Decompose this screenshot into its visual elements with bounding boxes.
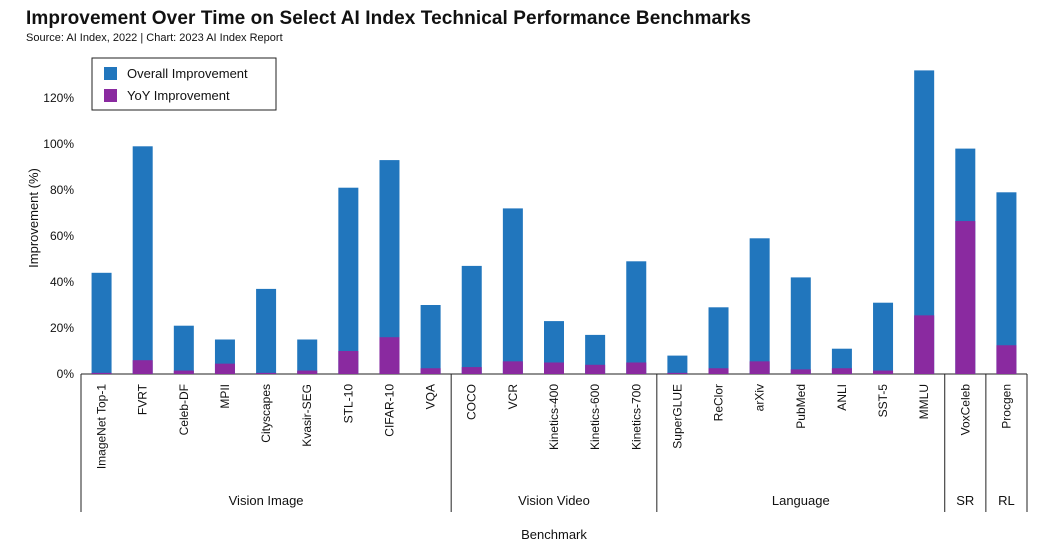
x-axis: ImageNet Top-1 FVRT Celeb-DF MPII Cityscapes… bbox=[80, 374, 1028, 512]
legend-box bbox=[91, 57, 277, 111]
bar-yoy bbox=[667, 372, 688, 374]
y-tick-label: 20% bbox=[50, 321, 74, 335]
chart-title: Improvement Over Time on Select AI Index… bbox=[26, 8, 751, 29]
bar-overall bbox=[379, 160, 400, 374]
bar-overall bbox=[420, 305, 441, 374]
x-tick-label: Kinetics-700 bbox=[629, 384, 643, 450]
legend-label-yoy: YoY Improvement bbox=[127, 88, 230, 103]
group-label: RL bbox=[998, 493, 1015, 508]
bar-yoy bbox=[338, 351, 359, 374]
bar-overall bbox=[996, 192, 1017, 374]
bar-overall bbox=[626, 261, 647, 374]
x-tick-label: SuperGLUE bbox=[670, 384, 684, 449]
x-tick-label: Cityscapes bbox=[259, 384, 273, 443]
x-tick-label: MPII bbox=[218, 384, 232, 409]
bar-yoy bbox=[132, 360, 153, 374]
bar-overall bbox=[873, 302, 894, 374]
x-tick-label: VoxCeleb bbox=[958, 384, 972, 436]
x-tick-label: FVRT bbox=[136, 383, 150, 415]
bar-yoy bbox=[91, 372, 112, 374]
x-tick-label: Kinetics-600 bbox=[588, 384, 602, 450]
x-tick-label: arXiv bbox=[753, 384, 767, 411]
x-tick-label: VCR bbox=[506, 384, 520, 410]
legend-label-overall: Overall Improvement bbox=[127, 66, 248, 81]
x-tick-label: PubMed bbox=[794, 384, 808, 429]
bar-yoy bbox=[914, 315, 935, 374]
bar-overall bbox=[667, 355, 688, 374]
bar-yoy bbox=[626, 362, 647, 374]
bar-yoy bbox=[873, 370, 894, 374]
y-tick-label: 120% bbox=[43, 91, 74, 105]
x-tick-label: Celeb-DF bbox=[177, 384, 191, 435]
x-tick-label: ANLI bbox=[835, 384, 849, 411]
bar-overall bbox=[585, 334, 606, 374]
x-tick-label: MMLU bbox=[917, 384, 931, 419]
bar-yoy bbox=[585, 364, 606, 374]
bar-yoy bbox=[502, 361, 523, 374]
bar-overall bbox=[256, 288, 277, 374]
bar-overall bbox=[173, 325, 194, 374]
group-label: Language bbox=[772, 493, 830, 508]
x-axis-label: Benchmark bbox=[521, 527, 587, 542]
bar-overall bbox=[790, 277, 811, 374]
x-tick-label: Kinetics-400 bbox=[547, 384, 561, 450]
legend-swatch-yoy bbox=[104, 89, 117, 102]
bar-overall bbox=[461, 265, 482, 374]
bar-overall bbox=[914, 70, 935, 375]
x-tick-label: ImageNet Top-1 bbox=[95, 384, 109, 469]
x-tick-label: Procgen bbox=[999, 384, 1013, 429]
bar-yoy bbox=[214, 363, 235, 374]
bars bbox=[91, 70, 1017, 375]
bar-yoy bbox=[544, 362, 564, 374]
x-tick-label: SST-5 bbox=[876, 384, 890, 418]
bar-overall bbox=[297, 339, 318, 374]
bar-yoy bbox=[708, 368, 729, 374]
group-label: Vision Video bbox=[518, 493, 590, 508]
bar-yoy bbox=[173, 370, 194, 374]
bar-yoy bbox=[461, 367, 482, 374]
bar-yoy bbox=[749, 361, 770, 374]
bar-overall bbox=[749, 238, 770, 374]
y-tick-label: 40% bbox=[50, 275, 74, 289]
bar-yoy bbox=[379, 337, 400, 374]
bar-overall bbox=[132, 146, 153, 374]
bar-yoy bbox=[955, 221, 976, 374]
bar-overall bbox=[502, 208, 523, 374]
bar-yoy bbox=[420, 368, 441, 374]
y-tick-label: 80% bbox=[50, 183, 74, 197]
bar-overall bbox=[831, 348, 852, 374]
x-tick-label: Kvasir-SEG bbox=[300, 384, 314, 447]
y-tick-label: 0% bbox=[57, 367, 75, 381]
legend: Overall Improvement YoY Improvement bbox=[91, 57, 277, 111]
y-tick-label: 100% bbox=[43, 137, 74, 151]
x-tick-label: ReClor bbox=[712, 384, 726, 421]
bar-overall bbox=[338, 187, 359, 374]
bar-yoy bbox=[297, 370, 318, 374]
legend-swatch-overall bbox=[104, 67, 117, 80]
group-label: Vision Image bbox=[229, 493, 304, 508]
bar-yoy bbox=[256, 372, 277, 374]
x-tick-label: VQA bbox=[424, 384, 438, 409]
x-tick-label: CIFAR-10 bbox=[382, 384, 396, 437]
bar-yoy bbox=[996, 345, 1017, 374]
bar-yoy bbox=[831, 368, 852, 374]
y-tick-label: 60% bbox=[50, 229, 74, 243]
x-tick-label: STL-10 bbox=[341, 384, 355, 424]
bar-overall bbox=[544, 321, 564, 374]
x-tick-label: COCO bbox=[465, 384, 479, 420]
bar-overall bbox=[708, 307, 729, 374]
chart-subtitle: Source: AI Index, 2022 | Chart: 2023 AI … bbox=[26, 32, 283, 44]
bar-yoy bbox=[790, 369, 811, 374]
y-axis-label: Improvement (%) bbox=[26, 168, 41, 268]
group-label: SR bbox=[956, 493, 974, 508]
bar-overall bbox=[91, 272, 112, 374]
